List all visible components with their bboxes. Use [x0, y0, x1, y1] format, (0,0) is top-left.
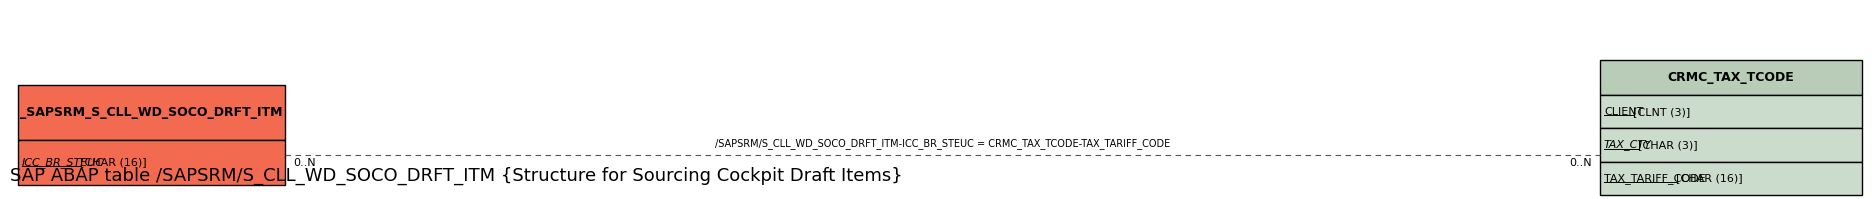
Text: [CHAR (3)]: [CHAR (3)]: [1638, 140, 1698, 150]
Text: ICC_BR_STEUC: ICC_BR_STEUC: [22, 157, 105, 168]
Bar: [19, 140, 285, 185]
Text: [CHAR (16)]: [CHAR (16)]: [1675, 173, 1743, 183]
Bar: [1601, 60, 1863, 95]
Text: 0..N: 0..N: [294, 158, 316, 168]
Text: [CHAR (16)]: [CHAR (16)]: [80, 157, 146, 168]
Text: TAX_TARIFF_CODE: TAX_TARIFF_CODE: [1604, 173, 1705, 184]
Bar: [1601, 128, 1863, 162]
Bar: [1601, 95, 1863, 128]
Bar: [19, 85, 285, 140]
Text: SAP ABAP table /SAPSRM/S_CLL_WD_SOCO_DRFT_ITM {Structure for Sourcing Cockpit Dr: SAP ABAP table /SAPSRM/S_CLL_WD_SOCO_DRF…: [9, 167, 902, 185]
Text: _SAPSRM_S_CLL_WD_SOCO_DRFT_ITM: _SAPSRM_S_CLL_WD_SOCO_DRFT_ITM: [21, 106, 283, 119]
Bar: [1601, 162, 1863, 195]
Text: TAX_CTY: TAX_CTY: [1604, 139, 1651, 150]
Text: [CLNT (3)]: [CLNT (3)]: [1632, 107, 1690, 117]
Text: 0..N: 0..N: [1569, 158, 1591, 168]
Text: CLIENT: CLIENT: [1604, 107, 1644, 117]
Text: /SAPSRM/S_CLL_WD_SOCO_DRFT_ITM-ICC_BR_STEUC = CRMC_TAX_TCODE-TAX_TARIFF_CODE: /SAPSRM/S_CLL_WD_SOCO_DRFT_ITM-ICC_BR_ST…: [715, 138, 1170, 149]
Text: CRMC_TAX_TCODE: CRMC_TAX_TCODE: [1668, 71, 1795, 84]
